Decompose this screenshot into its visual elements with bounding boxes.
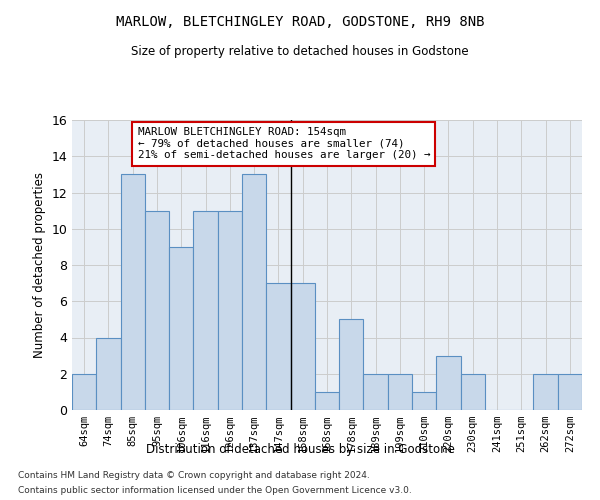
Bar: [72, 374, 96, 410]
Text: Size of property relative to detached houses in Godstone: Size of property relative to detached ho…: [131, 45, 469, 58]
Text: MARLOW BLETCHINGLEY ROAD: 154sqm
← 79% of detached houses are smaller (74)
21% o: MARLOW BLETCHINGLEY ROAD: 154sqm ← 79% o…: [137, 127, 430, 160]
Bar: [193, 210, 218, 410]
Bar: [364, 374, 388, 410]
Bar: [266, 283, 290, 410]
Bar: [96, 338, 121, 410]
Bar: [145, 210, 169, 410]
Bar: [436, 356, 461, 410]
Text: MARLOW, BLETCHINGLEY ROAD, GODSTONE, RH9 8NB: MARLOW, BLETCHINGLEY ROAD, GODSTONE, RH9…: [116, 15, 484, 29]
Bar: [339, 320, 364, 410]
Bar: [290, 283, 315, 410]
Bar: [242, 174, 266, 410]
Bar: [121, 174, 145, 410]
Bar: [558, 374, 582, 410]
Bar: [388, 374, 412, 410]
Bar: [169, 247, 193, 410]
Bar: [533, 374, 558, 410]
Text: Contains HM Land Registry data © Crown copyright and database right 2024.: Contains HM Land Registry data © Crown c…: [18, 471, 370, 480]
Bar: [315, 392, 339, 410]
Text: Distribution of detached houses by size in Godstone: Distribution of detached houses by size …: [146, 442, 454, 456]
Bar: [218, 210, 242, 410]
Bar: [412, 392, 436, 410]
Text: Contains public sector information licensed under the Open Government Licence v3: Contains public sector information licen…: [18, 486, 412, 495]
Y-axis label: Number of detached properties: Number of detached properties: [33, 172, 46, 358]
Bar: [461, 374, 485, 410]
